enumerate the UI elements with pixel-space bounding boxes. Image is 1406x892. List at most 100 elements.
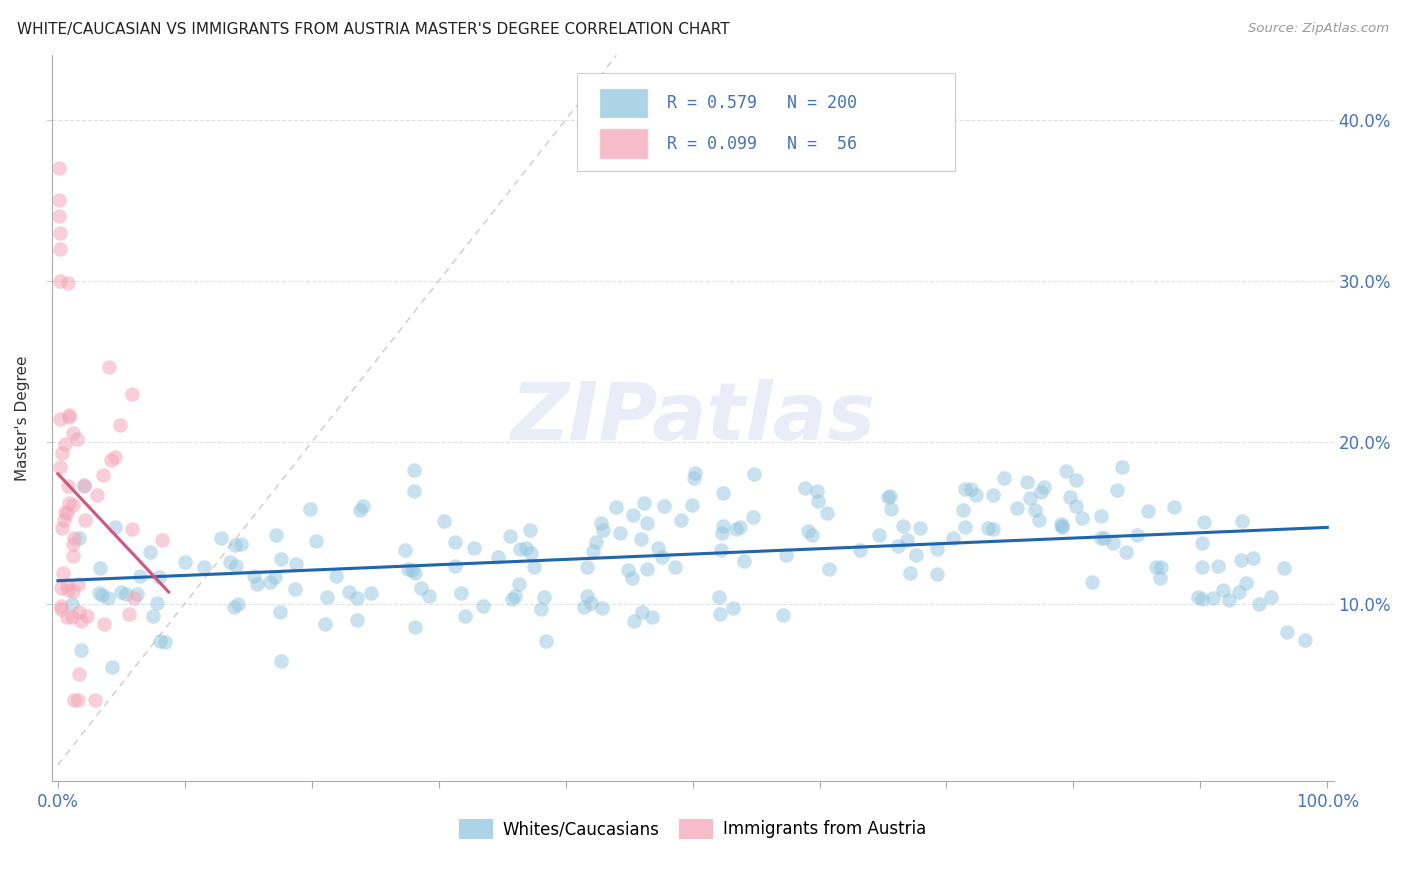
Point	[219, 555, 242, 569]
Point	[149, 633, 172, 648]
Point	[450, 586, 472, 600]
Point	[530, 602, 553, 616]
Point	[725, 521, 748, 535]
Point	[1277, 624, 1299, 639]
Point	[574, 600, 596, 615]
Point	[337, 585, 360, 599]
Point	[98, 359, 121, 374]
Point	[1149, 571, 1171, 585]
Point	[605, 500, 627, 515]
Point	[404, 566, 426, 580]
Point	[641, 610, 664, 624]
Point	[592, 523, 614, 537]
Point	[222, 600, 245, 615]
Point	[1032, 480, 1054, 494]
Point	[1150, 560, 1173, 574]
Point	[299, 501, 322, 516]
Point	[56, 276, 79, 290]
Point	[818, 562, 841, 576]
Point	[83, 693, 105, 707]
Point	[49, 242, 72, 256]
Point	[67, 605, 90, 619]
Point	[681, 498, 703, 512]
Point	[1234, 576, 1257, 591]
Point	[1163, 500, 1185, 515]
Point	[669, 513, 692, 527]
Point	[848, 543, 870, 558]
Point	[797, 524, 820, 538]
Point	[1015, 475, 1038, 489]
Point	[533, 590, 555, 604]
Point	[509, 542, 531, 557]
Point	[815, 506, 838, 520]
Point	[270, 552, 292, 566]
Point	[965, 488, 987, 502]
Text: R = 0.579   N = 200: R = 0.579 N = 200	[666, 94, 856, 112]
FancyBboxPatch shape	[578, 73, 956, 171]
Point	[259, 575, 281, 590]
Point	[53, 505, 76, 519]
Bar	[599, 87, 648, 119]
Point	[877, 490, 900, 504]
Point	[633, 496, 655, 510]
Point	[52, 566, 75, 580]
Point	[1050, 520, 1073, 534]
Point	[226, 597, 249, 611]
Point	[630, 605, 652, 619]
Point	[121, 386, 143, 401]
Point	[636, 516, 658, 530]
Point	[721, 601, 744, 615]
Point	[710, 543, 733, 558]
Point	[879, 502, 901, 516]
Point	[229, 537, 252, 551]
Point	[418, 589, 440, 603]
Point	[51, 446, 73, 460]
Point	[1090, 509, 1112, 524]
Point	[53, 437, 76, 451]
Point	[49, 411, 72, 425]
Point	[806, 484, 828, 499]
Point	[346, 613, 368, 627]
Point	[270, 655, 292, 669]
Point	[710, 525, 733, 540]
Point	[800, 527, 823, 541]
Point	[1191, 560, 1213, 574]
Point	[891, 519, 914, 533]
Point	[108, 417, 131, 432]
Point	[730, 520, 752, 534]
Point	[887, 540, 910, 554]
Point	[76, 608, 98, 623]
Point	[536, 634, 558, 648]
Point	[66, 577, 89, 591]
Point	[349, 502, 371, 516]
Legend: Whites/Caucasians, Immigrants from Austria: Whites/Caucasians, Immigrants from Austr…	[453, 813, 932, 846]
Point	[316, 590, 339, 604]
Point	[772, 607, 794, 622]
Point	[993, 471, 1015, 485]
Point	[609, 526, 631, 541]
Point	[58, 479, 80, 493]
Point	[48, 226, 70, 240]
Point	[89, 561, 111, 575]
Point	[741, 510, 763, 524]
Point	[523, 560, 546, 574]
Point	[1260, 590, 1282, 604]
Text: R = 0.099   N =  56: R = 0.099 N = 56	[666, 135, 856, 153]
Text: Source: ZipAtlas.com: Source: ZipAtlas.com	[1249, 22, 1389, 36]
Point	[285, 557, 308, 571]
Point	[942, 531, 965, 545]
Point	[1090, 531, 1112, 545]
Point	[664, 559, 686, 574]
Point	[711, 485, 734, 500]
Point	[630, 532, 652, 546]
Point	[463, 541, 485, 555]
Point	[48, 194, 70, 208]
Point	[683, 466, 706, 480]
Point	[404, 620, 426, 634]
Point	[128, 568, 150, 582]
Point	[97, 591, 120, 606]
Point	[145, 596, 167, 610]
Point	[73, 478, 96, 492]
Point	[1249, 597, 1271, 611]
Point	[101, 660, 124, 674]
